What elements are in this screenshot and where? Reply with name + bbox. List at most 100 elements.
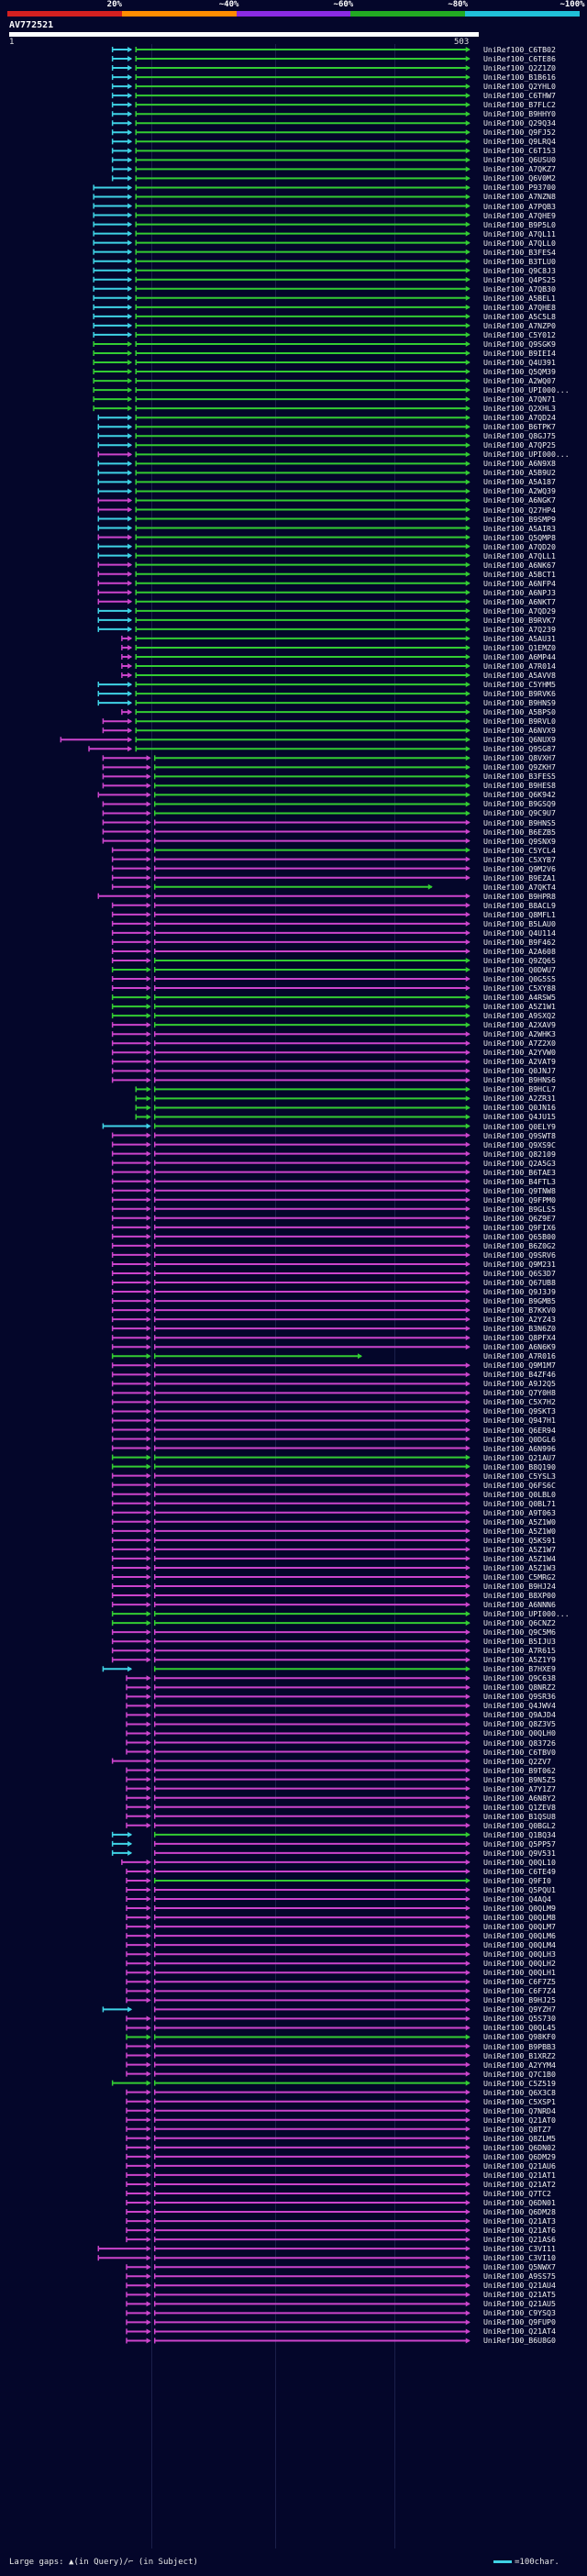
hit-label-link[interactable]: UniRef100_A5AIR3 [483, 523, 556, 533]
hit-label-link[interactable]: UniRef100_Q6DN02 [483, 2142, 556, 2152]
hit-label-link[interactable]: UniRef100_Q6USU0 [483, 155, 556, 165]
hit-label-link[interactable]: UniRef100_Q0QL10 [483, 1857, 556, 1867]
hit-label-link[interactable]: UniRef100_C5Y012 [483, 329, 556, 339]
hit-label-link[interactable]: UniRef100_Q0QLH3 [483, 1949, 556, 1960]
hit-label-link[interactable]: UniRef100_Q0QLH2 [483, 1959, 556, 1969]
hit-label-link[interactable]: UniRef100_A7QHE9 [483, 210, 556, 220]
hit-label-link[interactable]: UniRef100_B5IJU3 [483, 1637, 556, 1647]
hit-label-link[interactable]: UniRef100_Q21AT1 [483, 2170, 556, 2180]
hit-label-link[interactable]: UniRef100_Q9SRV6 [483, 1249, 556, 1260]
hit-label-link[interactable]: UniRef100_Q4U391 [483, 358, 556, 368]
hit-label-link[interactable]: UniRef100_Q7NRD4 [483, 2105, 556, 2115]
hit-label-link[interactable]: UniRef100_Q1ZEV8 [483, 1802, 556, 1812]
hit-label-link[interactable]: UniRef100_A6NVX9 [483, 726, 556, 736]
hit-label-link[interactable]: UniRef100_Q0DWU7 [483, 965, 556, 974]
hit-label-link[interactable]: UniRef100_Q6DN01 [483, 2198, 556, 2208]
hit-label-link[interactable]: UniRef100_B6EZB5 [483, 827, 556, 837]
hit-label-link[interactable]: UniRef100_A7R014 [483, 661, 556, 671]
hit-label-link[interactable]: UniRef100_Q9ZKH7 [483, 762, 556, 772]
hit-label-link[interactable]: UniRef100_A7R016 [483, 1351, 556, 1361]
hit-label-link[interactable]: UniRef100_Q6S3D7 [483, 1268, 556, 1278]
hit-label-link[interactable]: UniRef100_Q0QLH0 [483, 1728, 556, 1738]
hit-label-link[interactable]: UniRef100_Q4JU15 [483, 1112, 556, 1122]
hit-label-link[interactable]: UniRef100_UPI000... [483, 1609, 570, 1619]
hit-label-link[interactable]: UniRef100_Q6DM29 [483, 2151, 556, 2161]
hit-label-link[interactable]: UniRef100_Q21AT5 [483, 2290, 556, 2300]
hit-label-link[interactable]: UniRef100_Q8ZLM5 [483, 2133, 556, 2143]
hit-label-link[interactable]: UniRef100_A2WHK3 [483, 1029, 556, 1039]
hit-label-link[interactable]: UniRef100_B7FLC2 [483, 100, 556, 110]
hit-label-link[interactable]: UniRef100_C6THW7 [483, 91, 556, 101]
hit-label-link[interactable]: UniRef100_A2YYM4 [483, 2060, 556, 2070]
hit-label-link[interactable]: UniRef100_Q67UB8 [483, 1278, 556, 1288]
hit-label-link[interactable]: UniRef100_B8Q190 [483, 1461, 556, 1471]
hit-label-link[interactable]: UniRef100_Q5PQU1 [483, 1885, 556, 1894]
hit-label-link[interactable]: UniRef100_Q9XS9C [483, 1139, 556, 1149]
hit-label-link[interactable]: UniRef100_A2YVW0 [483, 1048, 556, 1058]
hit-label-link[interactable]: UniRef100_C3VI10 [483, 2253, 556, 2263]
hit-label-link[interactable]: UniRef100_A2WQ07 [483, 376, 556, 386]
hit-label-link[interactable]: UniRef100_Q2Z1Z0 [483, 63, 556, 73]
hit-label-link[interactable]: UniRef100_A5AU31 [483, 633, 556, 643]
hit-label-link[interactable]: UniRef100_Q98KF0 [483, 2032, 556, 2042]
hit-label-link[interactable]: UniRef100_B9HNS9 [483, 698, 556, 708]
hit-label-link[interactable]: UniRef100_Q29Q34 [483, 118, 556, 128]
hit-label-link[interactable]: UniRef100_Q9SNX9 [483, 836, 556, 846]
hit-label-link[interactable]: UniRef100_A5C5L8 [483, 311, 556, 321]
hit-label-link[interactable]: UniRef100_B9EZA1 [483, 872, 556, 883]
hit-label-link[interactable]: UniRef100_A7QKZ7 [483, 164, 556, 174]
hit-label-link[interactable]: UniRef100_Q9LRQ4 [483, 137, 556, 147]
hit-label-link[interactable]: UniRef100_A7QB30 [483, 283, 556, 294]
hit-label-link[interactable]: UniRef100_B9F462 [483, 937, 556, 947]
hit-label-link[interactable]: UniRef100_A9SXQ2 [483, 1011, 556, 1021]
hit-label-link[interactable]: UniRef100_B9GMB5 [483, 1296, 556, 1306]
hit-label-link[interactable]: UniRef100_Q21AS6 [483, 2235, 556, 2245]
hit-label-link[interactable]: UniRef100_Q9FJ52 [483, 128, 556, 138]
hit-label-link[interactable]: UniRef100_Q6NUX9 [483, 735, 556, 745]
hit-label-link[interactable]: UniRef100_C5YHM5 [483, 680, 556, 690]
hit-label-link[interactable]: UniRef100_Q2ZV7 [483, 1756, 551, 1766]
hit-label-link[interactable]: UniRef100_B9RVK7 [483, 615, 556, 625]
hit-label-link[interactable]: UniRef100_Q21AU4 [483, 2281, 556, 2291]
hit-label-link[interactable]: UniRef100_Q0QLM7 [483, 1922, 556, 1932]
hit-label-link[interactable]: UniRef100_B6TAE3 [483, 1167, 556, 1177]
hit-label-link[interactable]: UniRef100_Q6Z9E7 [483, 1213, 556, 1223]
hit-label-link[interactable]: UniRef100_B6U8G0 [483, 2336, 556, 2346]
hit-label-link[interactable]: UniRef100_Q0BGL2 [483, 1820, 556, 1830]
hit-label-link[interactable]: UniRef100_Q9SR36 [483, 1692, 556, 1702]
hit-label-link[interactable]: UniRef100_A7QHE8 [483, 302, 556, 312]
hit-label-link[interactable]: UniRef100_B9GSQ9 [483, 799, 556, 809]
hit-label-link[interactable]: UniRef100_Q8MFL1 [483, 909, 556, 919]
hit-label-link[interactable]: UniRef100_A5BCT1 [483, 569, 556, 579]
hit-label-link[interactable]: UniRef100_P93700 [483, 183, 556, 193]
hit-label-link[interactable]: UniRef100_Q9ZQ65 [483, 955, 556, 965]
hit-label-link[interactable]: UniRef100_Q9M1M7 [483, 1360, 556, 1371]
hit-label-link[interactable]: UniRef100_A7QP25 [483, 440, 556, 450]
hit-label-link[interactable]: UniRef100_A5Z1Y9 [483, 1655, 556, 1665]
hit-label-link[interactable]: UniRef100_B6TPK7 [483, 422, 556, 432]
hit-label-link[interactable]: UniRef100_A9T063 [483, 1507, 556, 1517]
hit-label-link[interactable]: UniRef100_B9RVL0 [483, 716, 556, 727]
hit-label-link[interactable]: UniRef100_Q5QM39 [483, 367, 556, 377]
hit-label-link[interactable]: UniRef100_Q0QLM9 [483, 1904, 556, 1914]
hit-label-link[interactable]: UniRef100_Q9SGK9 [483, 339, 556, 349]
hit-label-link[interactable]: UniRef100_Q0QL45 [483, 2023, 556, 2033]
hit-label-link[interactable]: UniRef100_B9HNS5 [483, 817, 556, 827]
hit-label-link[interactable]: UniRef100_Q9FI0 [483, 1875, 551, 1885]
hit-label-link[interactable]: UniRef100_Q9FIX6 [483, 1222, 556, 1232]
hit-label-link[interactable]: UniRef100_Q0ELY9 [483, 1121, 556, 1131]
hit-label-link[interactable]: UniRef100_B9HJ25 [483, 1995, 556, 2005]
hit-label-link[interactable]: UniRef100_Q0QLM4 [483, 1940, 556, 1950]
hit-label-link[interactable]: UniRef100_A6NGK7 [483, 495, 556, 505]
hit-label-link[interactable]: UniRef100_UPI000... [483, 385, 570, 395]
hit-label-link[interactable]: UniRef100_A6N996 [483, 1443, 556, 1453]
hit-label-link[interactable]: UniRef100_UPI000... [483, 450, 570, 460]
hit-label-link[interactable]: UniRef100_Q6K942 [483, 790, 556, 800]
hit-label-link[interactable]: UniRef100_Q5KS91 [483, 1535, 556, 1545]
hit-label-link[interactable]: UniRef100_A7QLL0 [483, 238, 556, 248]
hit-label-link[interactable]: UniRef100_Q21AU7 [483, 1452, 556, 1462]
hit-label-link[interactable]: UniRef100_Q27HP4 [483, 505, 556, 515]
hit-label-link[interactable]: UniRef100_A2YZ43 [483, 1315, 556, 1325]
hit-label-link[interactable]: UniRef100_A7QD20 [483, 541, 556, 551]
hit-label-link[interactable]: UniRef100_C9YSQ3 [483, 2308, 556, 2318]
